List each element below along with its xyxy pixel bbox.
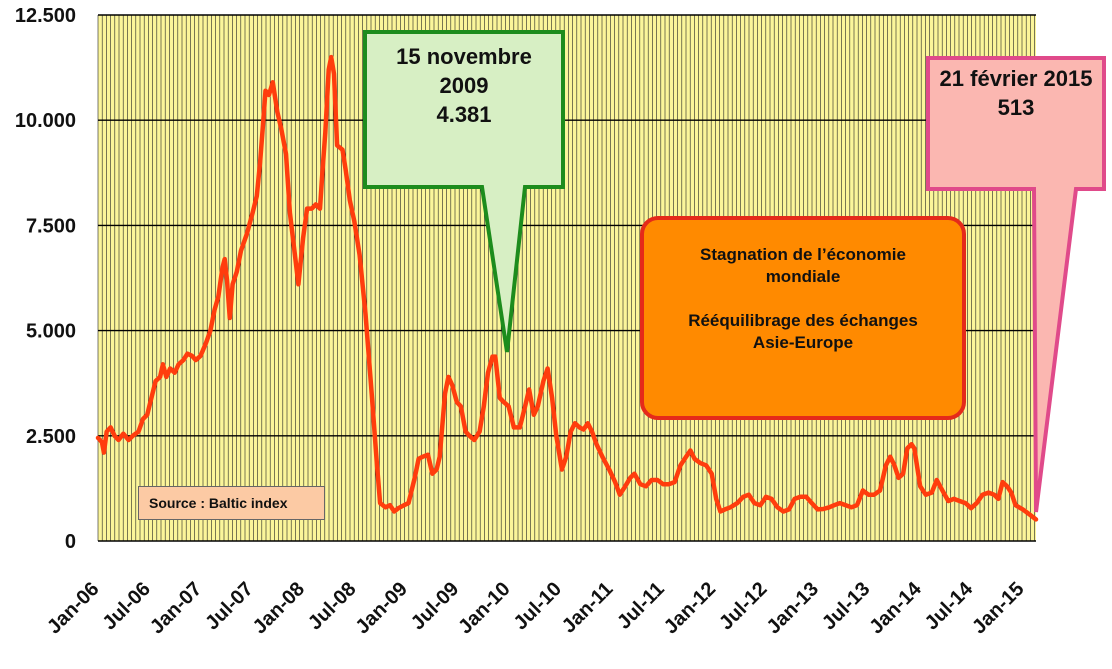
x-tick-label: Jan-12 [660, 578, 720, 638]
x-tick-label: Jan-11 [558, 578, 618, 638]
note-line4: Asie-Europe [752, 333, 854, 352]
x-tick-label: Jul-14 [921, 577, 978, 634]
series-line-baltic-index [95, 54, 1039, 522]
x-tick-label: Jul-07 [201, 578, 257, 634]
callout-1-line3: 4.381 [436, 102, 492, 127]
x-tick-label: Jan-07 [146, 578, 206, 638]
callout-1-line1: 15 novembre [396, 44, 532, 69]
x-tick-label: Jan-13 [763, 578, 823, 638]
callout-2-line2: 513 [997, 95, 1035, 120]
callout-1-line2: 2009 [439, 73, 489, 98]
x-tick-label: Jan-14 [865, 577, 926, 638]
note-box-shape [640, 216, 966, 420]
x-tick-label: Jul-10 [510, 578, 566, 634]
callout-feb-2015: 21 février 2015 513 [928, 58, 1104, 122]
callout-2-line1: 21 février 2015 [939, 66, 1093, 91]
x-tick-label: Jan-09 [351, 578, 411, 638]
y-tick-label: 7.500 [26, 215, 76, 237]
note-line2: mondiale [765, 267, 841, 286]
y-tick-label: 2.500 [26, 426, 76, 448]
note-line3: Rééquilibrage des échanges [688, 311, 918, 330]
callout-nov-2009: 15 novembre 2009 4.381 [365, 32, 563, 129]
x-axis-ticks: Jan-06Jul-06Jan-07Jul-07Jan-08Jul-08Jan-… [43, 577, 1028, 638]
y-tick-label: 5.000 [26, 321, 76, 343]
x-tick-label: Jul-11 [613, 578, 669, 634]
horizontal-grid [98, 14, 1036, 542]
note-line1: Stagnation de l’économie [700, 245, 906, 264]
x-tick-label: Jul-12 [715, 578, 771, 634]
note-box: Stagnation de l’économie mondiale Rééqui… [642, 218, 964, 418]
x-tick-label: Jul-08 [304, 578, 360, 634]
x-tick-label: Jan-15 [968, 578, 1028, 638]
x-tick-label: Jan-08 [249, 578, 309, 638]
x-tick-label: Jul-09 [407, 578, 463, 634]
x-tick-label: Jan-06 [43, 578, 103, 638]
callout-1-shape [363, 30, 565, 353]
y-tick-label: 0 [65, 531, 76, 553]
y-axis-ticks: 0 2.500 5.000 7.500 10.000 12.500 [15, 5, 76, 553]
x-tick-label: Jul-13 [818, 578, 874, 634]
callout-2-shape [926, 56, 1106, 513]
x-tick-label: Jan-10 [454, 578, 514, 638]
source-label: Source : Baltic index [138, 486, 325, 520]
y-tick-label: 10.000 [15, 110, 76, 132]
y-tick-label: 12.500 [15, 5, 76, 27]
x-tick-label: Jul-06 [98, 578, 154, 634]
